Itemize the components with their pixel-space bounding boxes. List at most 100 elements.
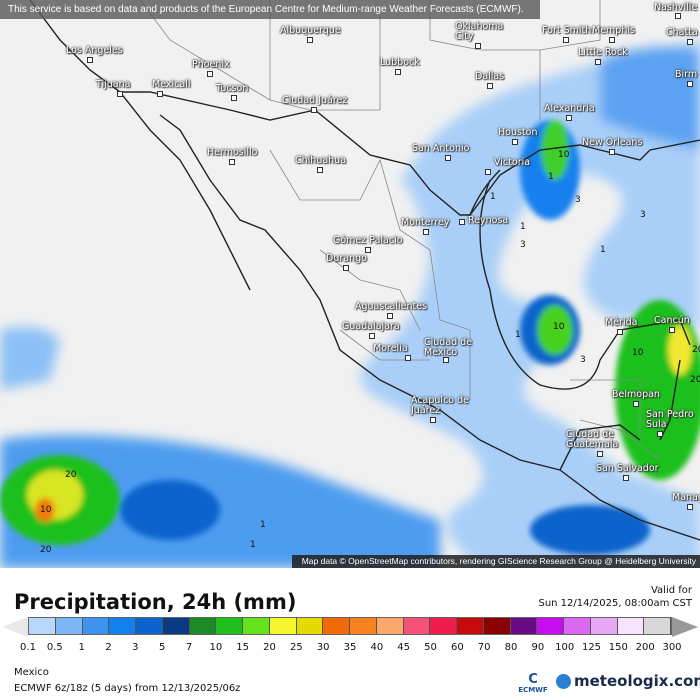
city-marker	[365, 247, 371, 253]
tick-label: 15	[236, 642, 250, 653]
city-label: San Antonio	[412, 143, 470, 154]
city-marker	[317, 167, 323, 173]
city-marker	[563, 37, 569, 43]
model-run-label: ECMWF 6z/18z (5 days) from 12/13/2025/06…	[14, 683, 241, 694]
contour-label: 10	[558, 150, 570, 160]
color-swatch	[457, 618, 484, 634]
city-marker	[687, 504, 693, 510]
city-marker	[687, 39, 693, 45]
city-marker	[231, 95, 237, 101]
contour-label: 1	[600, 245, 606, 255]
city-label: Los Angeles	[66, 45, 123, 56]
precipitation-map[interactable]: This service is based on data and produc…	[0, 0, 700, 568]
color-swatch	[109, 618, 136, 634]
city-label: Belmopan	[612, 389, 660, 400]
city-marker	[423, 229, 429, 235]
map-attribution: Map data © OpenStreetMap contributors, r…	[291, 555, 700, 568]
contour-label: 10	[632, 348, 644, 358]
city-marker	[87, 57, 93, 63]
city-marker	[443, 357, 449, 363]
city-label: Acapulco de Juárez	[411, 395, 469, 416]
city-marker	[395, 69, 401, 75]
tick-label: 90	[531, 642, 545, 653]
contour-label: 3	[580, 355, 586, 365]
tick-label: 0.5	[46, 642, 63, 653]
meteologix-logo[interactable]: meteologix.com	[556, 672, 700, 690]
city-label: Ciudad de Guatemala	[566, 429, 619, 450]
city-label: San Pedro Sula	[646, 409, 694, 430]
city-label: Oklahoma City	[455, 21, 504, 42]
city-marker	[430, 417, 436, 423]
city-label: Chihuahua	[295, 155, 347, 166]
contour-label: 20	[692, 345, 700, 355]
color-swatch	[644, 618, 671, 634]
color-swatch	[323, 618, 350, 634]
color-swatch	[430, 618, 457, 634]
city-label: Tucson	[216, 83, 249, 94]
city-marker	[369, 333, 375, 339]
city-marker	[207, 71, 213, 77]
city-marker	[609, 149, 615, 155]
tick-label: 25	[289, 642, 303, 653]
color-swatch	[216, 618, 243, 634]
city-marker	[617, 329, 623, 335]
tick-label: 200	[635, 642, 655, 653]
city-label: Morelia	[373, 343, 408, 354]
city-label: Fort Smith	[542, 25, 592, 36]
city-marker	[687, 81, 693, 87]
color-swatch	[537, 618, 564, 634]
region-label: Mexico	[14, 667, 49, 678]
city-marker	[595, 59, 601, 65]
color-swatch	[269, 618, 297, 634]
city-label: Hermosillo	[207, 147, 258, 158]
city-marker	[512, 139, 518, 145]
contour-label: 3	[640, 210, 646, 220]
tick-label: 5	[158, 642, 166, 653]
tick-label: 20	[263, 642, 276, 653]
city-label: Lubbock	[380, 57, 420, 68]
coastlines-borders	[29, 0, 700, 541]
precip-heavy	[0, 120, 700, 555]
city-label: New Orleans	[582, 137, 643, 148]
tick-label: 300	[662, 642, 682, 653]
tick-label: 7	[185, 642, 193, 653]
city-label: Gómez Palacio	[333, 235, 403, 246]
color-swatch	[243, 618, 270, 634]
brand-text: meteologix.com	[574, 672, 700, 690]
ecmwf-logo: C ECMWF	[518, 672, 548, 694]
color-swatch	[162, 618, 190, 634]
tick-label: 35	[343, 642, 357, 653]
city-marker	[229, 159, 235, 165]
city-marker	[597, 451, 603, 457]
legend-arrow-right	[672, 617, 698, 637]
tick-label: 40	[370, 642, 384, 653]
color-swatch	[136, 618, 163, 634]
contour-label: 20	[65, 470, 77, 480]
city-marker	[157, 91, 163, 97]
city-label: Aguascalientes	[355, 301, 428, 312]
legend-arrow-left	[2, 617, 28, 637]
valid-time: Valid for Sun 12/14/2025, 08:00am CST	[538, 584, 692, 610]
color-swatch	[590, 618, 618, 634]
city-label: Ciudad de México	[424, 337, 473, 358]
city-label: Houston	[498, 127, 538, 138]
contour-label: 1	[260, 520, 266, 530]
city-marker	[117, 91, 123, 97]
contour-label: 1	[520, 222, 526, 232]
city-label: Tijuana	[96, 79, 131, 90]
color-scale-ticks: 0.1 0.5 1 2 3 5 7 10 15 20 25 30 35 40 45 50 60 70 80 90 100…	[0, 642, 700, 656]
city-label: Birm	[675, 69, 698, 80]
contour-label: 20	[690, 375, 700, 385]
drop-icon	[556, 673, 571, 689]
color-swatch	[296, 618, 324, 634]
tick-label: 10	[209, 642, 223, 653]
city-marker	[307, 37, 313, 43]
tick-label: 60	[450, 642, 464, 653]
color-swatch	[510, 618, 538, 634]
contour-label: 1	[490, 192, 496, 202]
city-marker	[459, 219, 465, 225]
city-label: Albuquerque	[280, 25, 341, 36]
city-label: Memphis	[592, 25, 635, 36]
city-label: Chatta	[666, 27, 698, 38]
city-marker	[343, 265, 349, 271]
